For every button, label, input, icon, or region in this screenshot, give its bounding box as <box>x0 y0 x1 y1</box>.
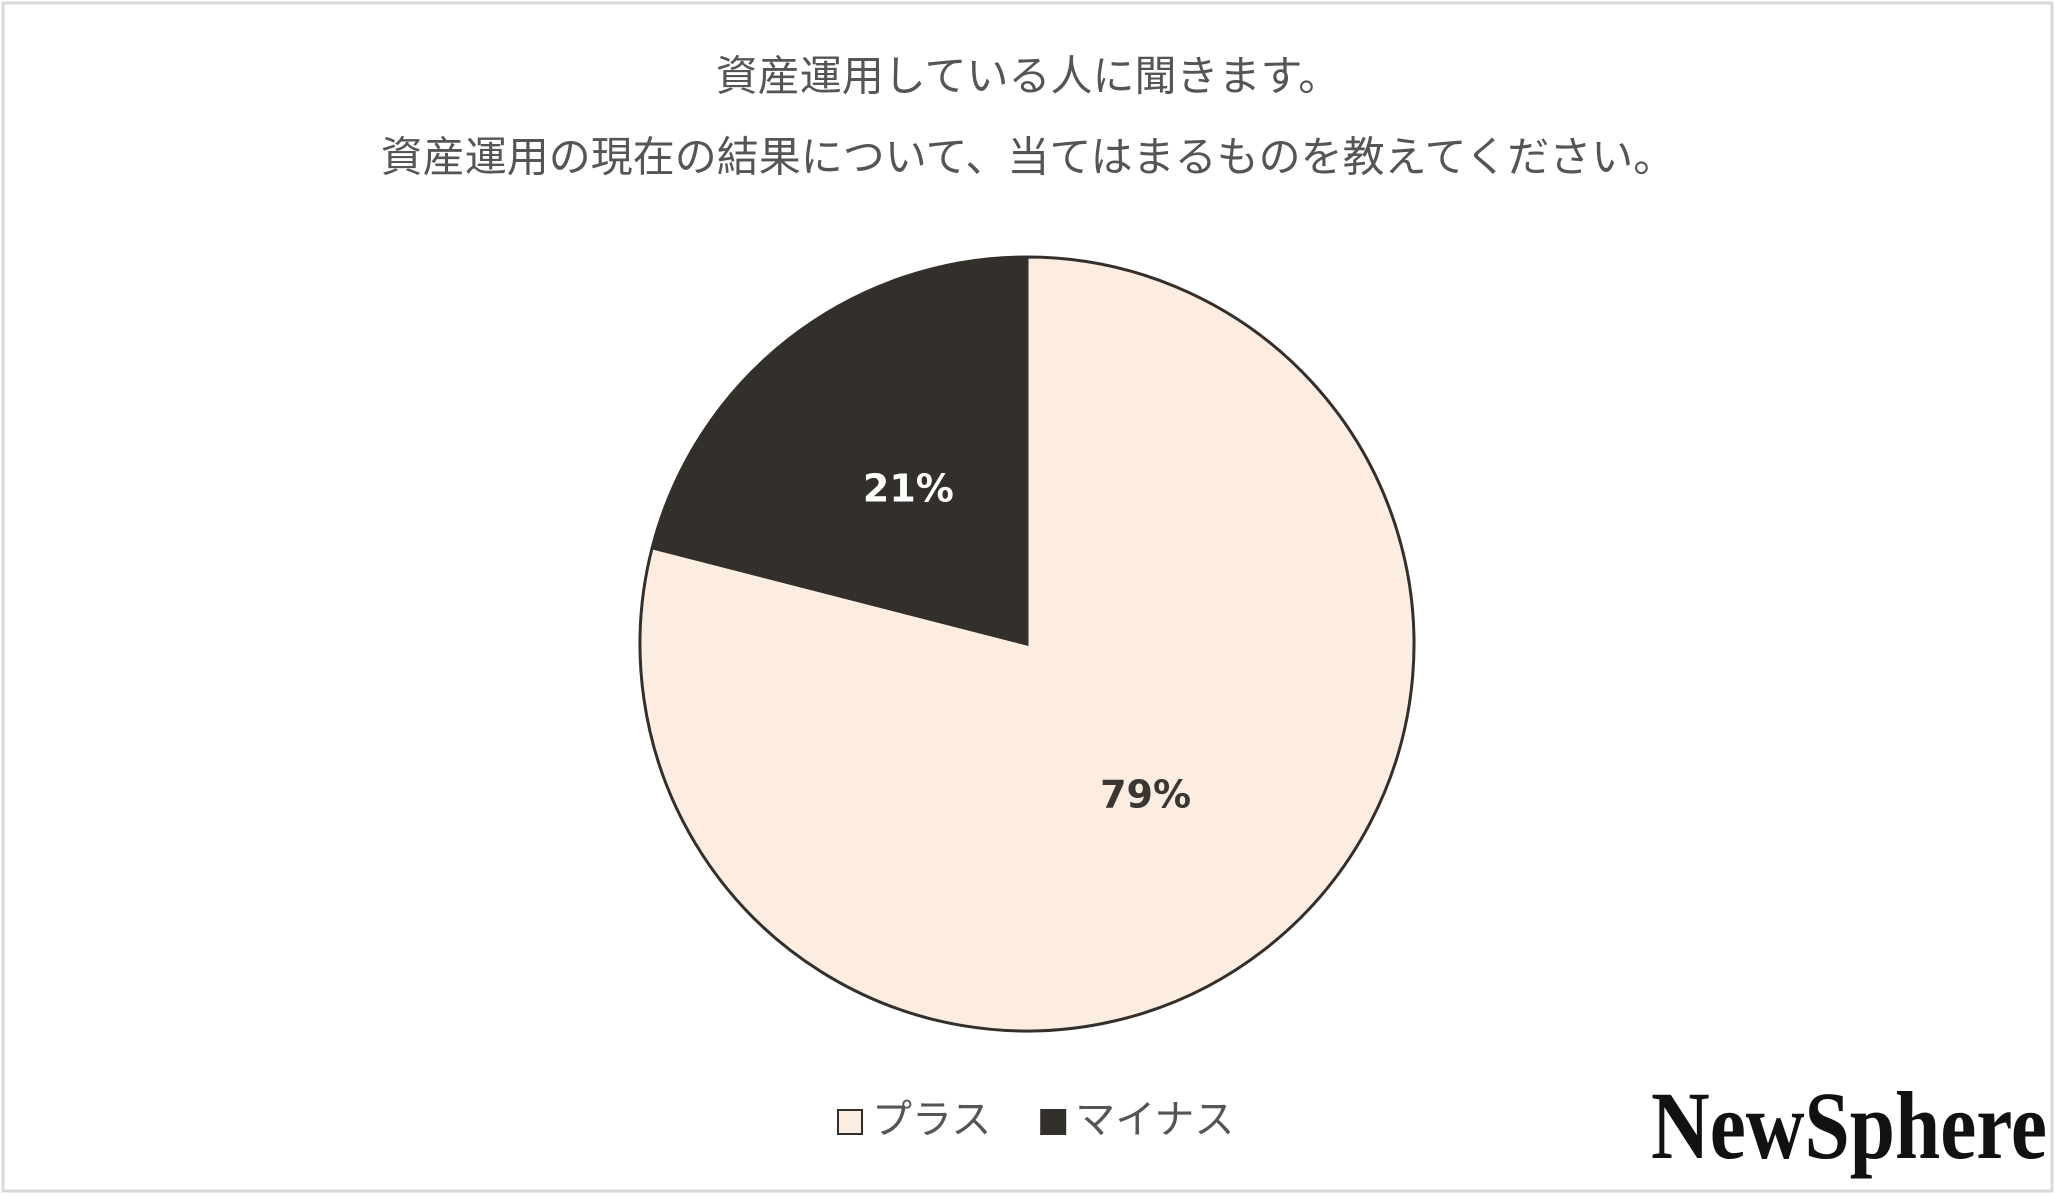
chart-title: 資産運用している人に聞きます。 <box>716 52 1341 101</box>
legend-swatch <box>1040 1109 1067 1135</box>
data-label: 79% <box>1100 772 1191 816</box>
logo: NewSphere <box>1651 1072 2047 1179</box>
legend-label: マイナス <box>1075 1097 1234 1143</box>
data-label: 21% <box>863 467 954 511</box>
pie-slice <box>638 255 1416 1033</box>
pie-slice <box>650 255 1029 646</box>
chart-title: 資産運用の現在の結果について、当てはまるものを教えてください。 <box>381 133 1675 182</box>
legend-label: プラス <box>872 1097 991 1143</box>
legend-swatch <box>837 1109 863 1135</box>
